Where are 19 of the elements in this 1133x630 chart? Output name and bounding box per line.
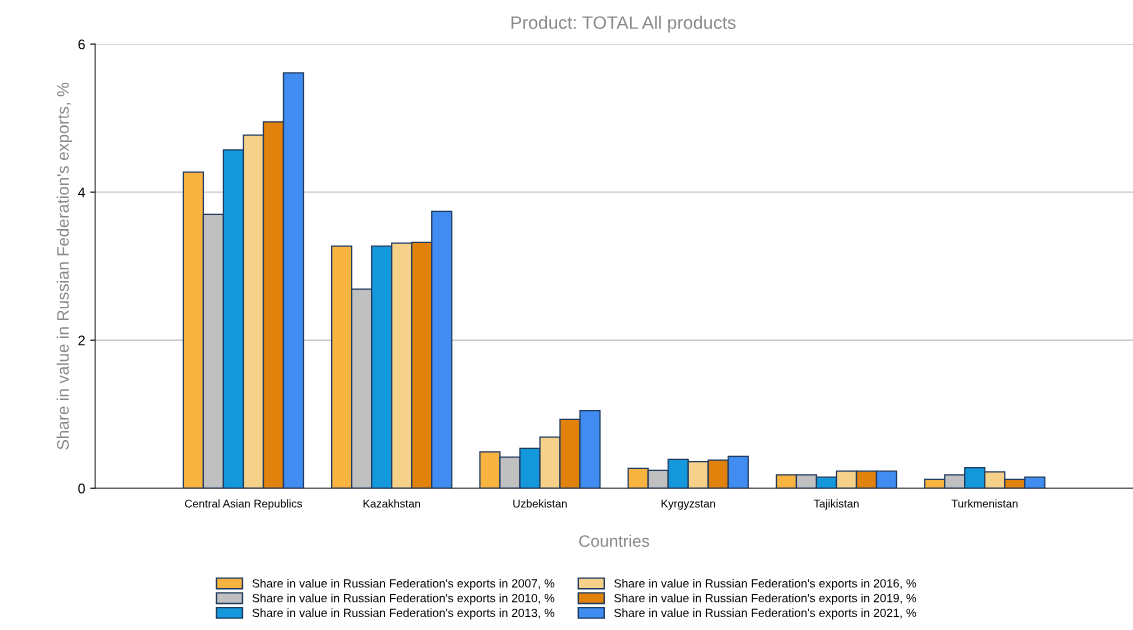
x-axis-title: Countries (579, 534, 650, 547)
x-tick-label: Uzbekistan (513, 499, 567, 508)
x-tick-label: Kazakhstan (363, 499, 421, 508)
y-axis-title: Share in value in Russian Federation's exports, % (56, 82, 73, 450)
chart-title: Product: TOTAL All products (511, 15, 736, 33)
y-tick-label: 0 (78, 483, 85, 494)
legend-label: Share in value in Russian Federation's exports in 2013, % (252, 608, 555, 620)
x-tick-label: Tajikistan (813, 499, 859, 510)
legend-label: Share in value in Russian Federation's exports in 2021, % (614, 608, 917, 620)
legend-label: Share in value in Russian Federation's exports in 2019, % (614, 593, 917, 605)
x-tick-label: Central Asian Republics (185, 499, 303, 510)
y-tick-label: 4 (78, 187, 86, 198)
x-tick-label: Turkmenistan (951, 499, 1018, 508)
legend-label: Share in value in Russian Federation's exports in 2010, % (252, 593, 555, 605)
legend-label: Share in value in Russian Federation's exports in 2016, % (614, 578, 917, 590)
y-tick-label: 2 (78, 335, 85, 346)
legend-label: Share in value in Russian Federation's exports in 2007, % (252, 578, 555, 590)
y-tick-label: 6 (78, 39, 85, 50)
x-tick-label: Kyrgyzstan (661, 499, 715, 510)
